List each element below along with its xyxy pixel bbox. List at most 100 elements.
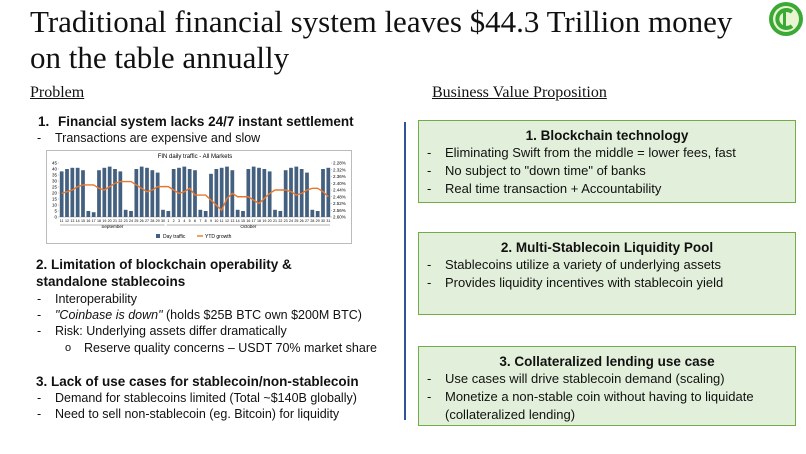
- bar: [65, 169, 69, 217]
- bar: [198, 209, 203, 217]
- x-tick-label: 31: [326, 219, 330, 223]
- x-tick-label: 24: [289, 219, 293, 223]
- x-tick-label: 29: [316, 219, 320, 223]
- x-tick-label: 5: [189, 219, 191, 223]
- x-tick-label: 11: [220, 219, 224, 223]
- bullet: Interoperability: [37, 291, 137, 307]
- bar: [161, 209, 165, 217]
- y-tick-label: 10: [52, 203, 58, 208]
- bar: [166, 211, 171, 217]
- x-tick-label: 1: [167, 219, 169, 223]
- box-title: 1. Blockchain technology: [525, 128, 689, 143]
- bar: [91, 212, 96, 217]
- x-tick-label: 15: [241, 219, 245, 223]
- x-tick-label: 23: [284, 219, 288, 223]
- y2-tick-label: 2.48%: [333, 194, 346, 199]
- x-tick-label: 13: [70, 219, 74, 223]
- bar: [219, 167, 224, 217]
- chart-title: FIN daily traffic - All Markets: [158, 154, 233, 160]
- y2-tick-label: 2.28%: [333, 161, 346, 166]
- bar: [273, 209, 277, 217]
- x-tick-label: 23: [124, 219, 128, 223]
- x-tick-label: 10: [214, 219, 218, 223]
- y2-tick-label: 2.56%: [333, 208, 346, 213]
- x-tick-label: 20: [268, 219, 272, 223]
- bar: [278, 211, 283, 217]
- left-heading: Problem: [30, 84, 85, 101]
- bar: [193, 170, 197, 217]
- value-box: 2. Multi-Stablecoin Liquidity Pool Stabl…: [418, 232, 796, 315]
- x-group-label: September: [101, 224, 124, 229]
- x-tick-label: 11: [60, 219, 64, 223]
- legend-label: YTD growth: [205, 234, 232, 240]
- bar: [81, 170, 85, 217]
- section-number: 1.: [38, 114, 50, 129]
- x-tick-label: 27: [305, 219, 309, 223]
- divider: [404, 122, 406, 420]
- y-tick-label: 20: [52, 191, 58, 196]
- bullet-text: (holds $25B BTC own $200M BTC): [162, 308, 362, 322]
- x-tick-label: 18: [257, 219, 261, 223]
- chart: FIN daily traffic - All Markets051015202…: [46, 150, 352, 244]
- bar: [257, 167, 261, 217]
- x-tick-label: 16: [86, 219, 90, 223]
- bar: [235, 209, 240, 217]
- x-tick-label: 30: [161, 219, 165, 223]
- y-tick-label: 5: [54, 209, 57, 214]
- x-tick-label: 12: [65, 219, 69, 223]
- x-tick-label: 17: [252, 219, 256, 223]
- value-box: 3. Collateralized lending use case Use c…: [418, 346, 796, 426]
- y2-tick-label: 2.44%: [333, 188, 346, 193]
- bar: [294, 166, 299, 217]
- bar: [113, 169, 117, 217]
- bar: [75, 167, 80, 217]
- legend-swatch: [156, 234, 160, 238]
- x-tick-label: 3: [178, 219, 180, 223]
- bar: [139, 166, 144, 217]
- sub-bullet-marker: o: [65, 342, 72, 354]
- x-tick-label: 22: [278, 219, 282, 223]
- bullet: Transactions are expensive and slow: [37, 130, 260, 146]
- bar: [155, 172, 160, 217]
- bar: [225, 166, 229, 217]
- bar: [102, 167, 107, 217]
- x-tick-label: 26: [140, 219, 144, 223]
- x-tick-label: 19: [102, 219, 106, 223]
- bar: [310, 209, 315, 217]
- y-tick-label: 25: [52, 185, 58, 190]
- x-tick-label: 7: [199, 219, 201, 223]
- x-tick-label: 25: [294, 219, 298, 223]
- x-tick-label: 14: [236, 219, 240, 223]
- bar: [118, 171, 123, 217]
- y-tick-label: 15: [52, 197, 58, 202]
- bar: [134, 169, 139, 217]
- x-tick-label: 27: [145, 219, 149, 223]
- bar: [241, 211, 245, 217]
- y2-tick-label: 2.32%: [333, 167, 346, 172]
- bar: [171, 169, 176, 217]
- bullet: "Coinbase is down" (holds $25B BTC own $…: [37, 307, 362, 323]
- bar: [70, 167, 75, 217]
- right-heading: Business Value Proposition: [432, 84, 607, 101]
- bar: [129, 211, 133, 217]
- logo: [769, 2, 803, 36]
- x-tick-label: 20: [108, 219, 112, 223]
- x-tick-label: 9: [210, 219, 212, 223]
- bar: [305, 172, 309, 217]
- section-title: 3. Lack of use cases for stablecoin/non-…: [36, 374, 359, 389]
- box-bullet: Stablecoins utilize a variety of underly…: [427, 256, 795, 274]
- bar: [246, 169, 251, 217]
- x-tick-label: 18: [97, 219, 101, 223]
- x-tick-label: 8: [205, 219, 207, 223]
- y2-tick-label: 2.40%: [333, 181, 346, 186]
- box-bullet: Use cases will drive stablecoin demand (…: [427, 370, 795, 388]
- x-group-label: October: [240, 224, 257, 229]
- legend-label: Day traffic: [163, 234, 186, 240]
- x-tick-label: 24: [129, 219, 133, 223]
- bar: [123, 209, 128, 217]
- sub-bullet: Reserve quality concerns – USDT 70% mark…: [84, 341, 377, 355]
- bar: [203, 211, 208, 217]
- bar: [326, 167, 331, 217]
- x-tick-label: 21: [113, 219, 117, 223]
